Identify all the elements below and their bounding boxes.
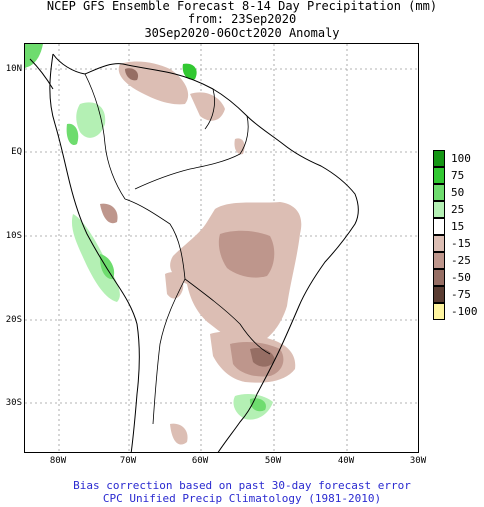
legend-swatch xyxy=(433,235,445,252)
legend-label: 25 xyxy=(451,203,465,216)
forecast-issue-date: from: 23Sep2020 xyxy=(187,12,297,26)
legend-swatch xyxy=(433,269,445,286)
legend-swatch xyxy=(433,184,445,201)
climatology-note: CPC Unified Precip Climatology (1981-201… xyxy=(102,492,382,505)
legend-label: 50 xyxy=(451,186,465,199)
legend-label: 15 xyxy=(451,220,465,233)
lat-label-10s: 10S xyxy=(5,231,22,241)
lat-label-eq: EQ xyxy=(11,147,22,157)
lon-label-70w: 70W xyxy=(119,456,137,466)
lon-label-80w: 80W xyxy=(49,456,67,466)
legend-swatch xyxy=(433,303,445,320)
legend-swatch xyxy=(433,201,445,218)
legend-label: -75 xyxy=(451,288,471,301)
lon-label-60w: 60W xyxy=(191,456,209,466)
legend-label: 75 xyxy=(451,169,465,182)
map-title: NCEP GFS Ensemble Forecast 8-14 Day Prec… xyxy=(46,0,438,13)
legend-swatch xyxy=(433,150,445,167)
legend-label: -25 xyxy=(451,254,471,267)
legend-label: 100 xyxy=(451,152,471,165)
legend-swatch xyxy=(433,167,445,184)
lat-label-30s: 30S xyxy=(5,398,22,408)
legend-swatch xyxy=(433,286,445,303)
legend-label: -100 xyxy=(451,305,478,318)
lon-label-30w: 30W xyxy=(409,456,427,466)
legend-label: -15 xyxy=(451,237,471,250)
legend-swatch xyxy=(433,218,445,235)
lon-label-40w: 40W xyxy=(337,456,355,466)
forecast-period: 30Sep2020-06Oct2020 Anomaly xyxy=(144,26,340,40)
country-borders xyxy=(84,73,271,425)
lon-label-50w: 50W xyxy=(264,456,282,466)
lat-label-10n: 10N xyxy=(5,64,22,74)
precipitation-anomaly-map xyxy=(24,43,419,453)
coastlines xyxy=(29,53,359,452)
legend-swatch xyxy=(433,252,445,269)
bias-correction-note: Bias correction based on past 30-day for… xyxy=(73,479,411,492)
legend-label: -50 xyxy=(451,271,471,284)
map-canvas xyxy=(25,44,418,452)
lat-label-20s: 20S xyxy=(5,315,22,325)
dry-anomaly-areas xyxy=(100,61,302,445)
